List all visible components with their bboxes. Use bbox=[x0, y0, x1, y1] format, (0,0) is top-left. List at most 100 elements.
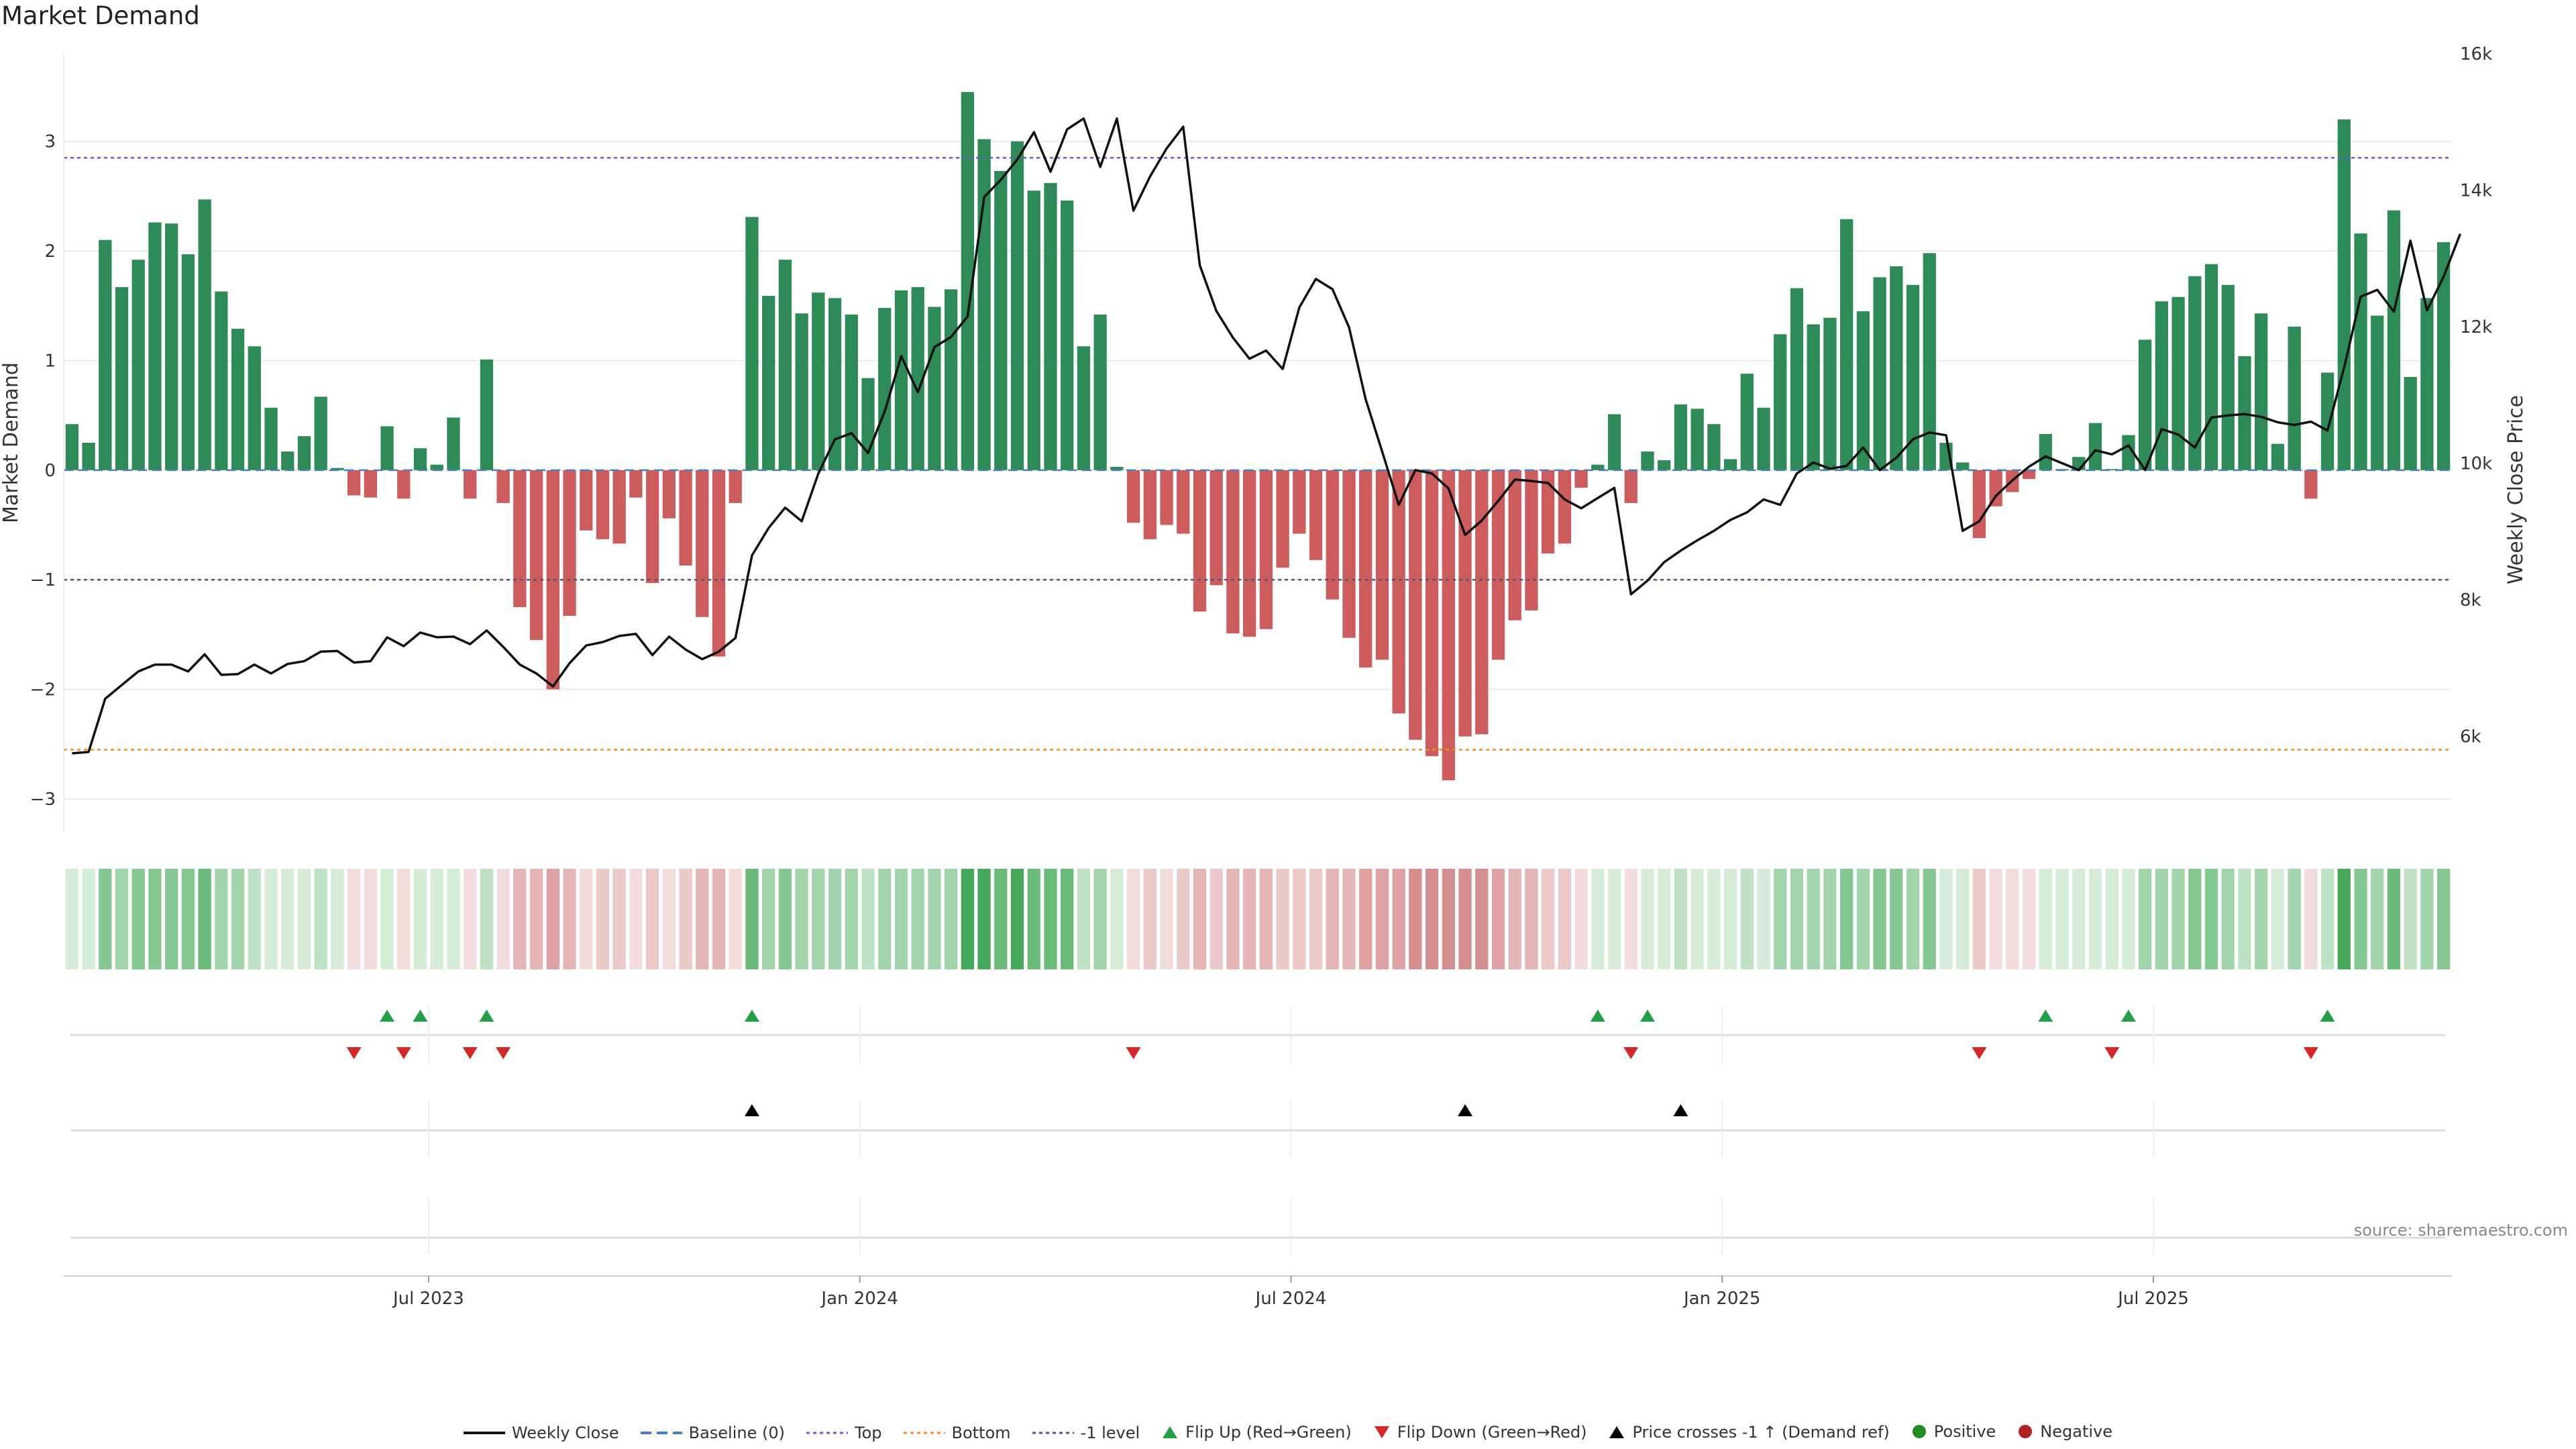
heatmap-cell bbox=[331, 869, 344, 969]
flip-down-marker bbox=[2104, 1047, 2120, 1059]
demand-bar bbox=[1674, 404, 1688, 470]
legend-item: Negative bbox=[2017, 1422, 2112, 1441]
heatmap-cell bbox=[1839, 869, 1854, 969]
heatmap-cell bbox=[1061, 869, 1074, 969]
demand-bar bbox=[563, 470, 576, 616]
demand-bar bbox=[1458, 470, 1472, 737]
heatmap-cell bbox=[1010, 869, 1024, 969]
x-tick-label: Jan 2025 bbox=[1682, 1289, 1761, 1309]
heatmap-cell bbox=[1293, 869, 1306, 969]
legend-label: Baseline (0) bbox=[688, 1424, 785, 1442]
heatmap-cell bbox=[1541, 869, 1555, 969]
demand-bar bbox=[629, 470, 643, 498]
heatmap-cell bbox=[1989, 869, 2002, 969]
demand-bar bbox=[1740, 374, 1754, 470]
demand-bar bbox=[2039, 433, 2052, 470]
demand-heatmap-strip bbox=[65, 869, 2451, 969]
demand-bar bbox=[2105, 469, 2118, 470]
heatmap-cell bbox=[1077, 869, 1091, 969]
heatmap-cell bbox=[2320, 869, 2334, 969]
weekly-close-line bbox=[72, 117, 2462, 755]
heatmap-cell bbox=[397, 869, 411, 969]
heatmap-cell bbox=[1177, 869, 1190, 969]
demand-bar bbox=[696, 470, 709, 617]
heatmap-cell bbox=[1392, 869, 1405, 969]
legend-item: Weekly Close bbox=[463, 1424, 619, 1442]
price-cross-marker bbox=[1673, 1104, 1688, 1116]
demand-bar bbox=[1508, 470, 1521, 621]
heatmap-cell bbox=[1972, 869, 1986, 969]
heatmap-cell bbox=[1790, 869, 1804, 969]
heatmap-cell bbox=[1160, 869, 1173, 969]
legend-label: -1 level bbox=[1080, 1424, 1140, 1442]
heatmap-cell bbox=[115, 869, 129, 969]
demand-bar bbox=[1807, 324, 1820, 470]
heatmap-cell bbox=[364, 869, 378, 969]
y-tick-label: 3 bbox=[44, 132, 56, 152]
demand-bar bbox=[215, 291, 228, 470]
legend-item: Bottom bbox=[903, 1424, 1011, 1442]
demand-bar bbox=[977, 139, 991, 470]
demand-bar bbox=[1160, 470, 1173, 525]
demand-bar bbox=[2271, 443, 2285, 470]
demand-bar bbox=[2122, 435, 2135, 470]
heatmap-cell bbox=[1491, 869, 1505, 969]
y2-tick-label: 10k bbox=[2460, 454, 2492, 474]
page-title: Market Demand bbox=[1, 1, 200, 30]
heatmap-cell bbox=[1574, 869, 1588, 969]
heatmap-cell bbox=[231, 869, 245, 969]
heatmap-cell bbox=[1956, 869, 1970, 969]
demand-bar bbox=[496, 470, 510, 503]
heatmap-cell bbox=[165, 869, 178, 969]
demand-bar bbox=[231, 329, 245, 470]
demand-bar bbox=[99, 239, 112, 470]
legend-item: Positive bbox=[1911, 1422, 1996, 1441]
demand-bar bbox=[2155, 301, 2169, 470]
heatmap-cell bbox=[148, 869, 162, 969]
heatmap-cell bbox=[1375, 869, 1389, 969]
demand-bar bbox=[1774, 334, 1787, 470]
x-tick-label: Jul 2023 bbox=[392, 1289, 464, 1309]
legend-item: Baseline (0) bbox=[640, 1424, 785, 1442]
heatmap-cell bbox=[131, 869, 145, 969]
heatmap-cell bbox=[745, 869, 759, 969]
heatmap-cell bbox=[1774, 869, 1787, 969]
level-lines bbox=[64, 156, 2452, 751]
heatmap-cell bbox=[1690, 869, 1704, 969]
x-tick-label: Jul 2025 bbox=[2116, 1289, 2189, 1309]
heatmap-cell bbox=[1027, 869, 1040, 969]
x-axis: Jul 2023 Jan 2024 Jul 2024 Jan 2025 Jul 2025 bbox=[64, 1275, 2452, 1309]
demand-bar bbox=[148, 222, 162, 470]
heatmap-cell bbox=[645, 869, 659, 969]
y-axis-label: Market Demand bbox=[0, 362, 23, 523]
axes: −3 −2 −1 0 1 2 3 6k 8k 10k 12k 14k 16k Market Demand W… bbox=[0, 44, 2528, 832]
flip-up-marker bbox=[479, 1010, 494, 1022]
demand-bar bbox=[1010, 141, 1024, 470]
heatmap-cell bbox=[1193, 869, 1207, 969]
heatmap-cell bbox=[1442, 869, 1455, 969]
legend-label: Negative bbox=[2040, 1422, 2113, 1441]
demand-bar bbox=[1077, 346, 1091, 470]
heatmap-cell bbox=[1757, 869, 1770, 969]
heatmap-cell bbox=[2271, 869, 2285, 969]
heatmap-cell bbox=[1210, 869, 1223, 969]
y2-tick-label: 12k bbox=[2460, 317, 2492, 337]
price-cross-marker bbox=[744, 1104, 759, 1116]
legend-item: Flip Down (Green→Red) bbox=[1373, 1423, 1587, 1442]
demand-bar bbox=[2138, 339, 2152, 470]
demand-bar bbox=[1027, 191, 1040, 470]
demand-bars bbox=[65, 92, 2451, 781]
demand-bar bbox=[2221, 284, 2235, 470]
demand-bar bbox=[2088, 423, 2102, 470]
demand-bar bbox=[2171, 297, 2185, 470]
demand-bar bbox=[297, 436, 311, 470]
demand-bar bbox=[596, 470, 610, 539]
heatmap-cell bbox=[546, 869, 559, 969]
flip-down-marker bbox=[396, 1047, 411, 1059]
legend-item: -1 level bbox=[1032, 1424, 1140, 1442]
demand-bar bbox=[1126, 470, 1140, 523]
heatmap-cell bbox=[464, 869, 477, 969]
heatmap-cell bbox=[928, 869, 941, 969]
heatmap-cell bbox=[1707, 869, 1721, 969]
heatmap-cell bbox=[1508, 869, 1521, 969]
